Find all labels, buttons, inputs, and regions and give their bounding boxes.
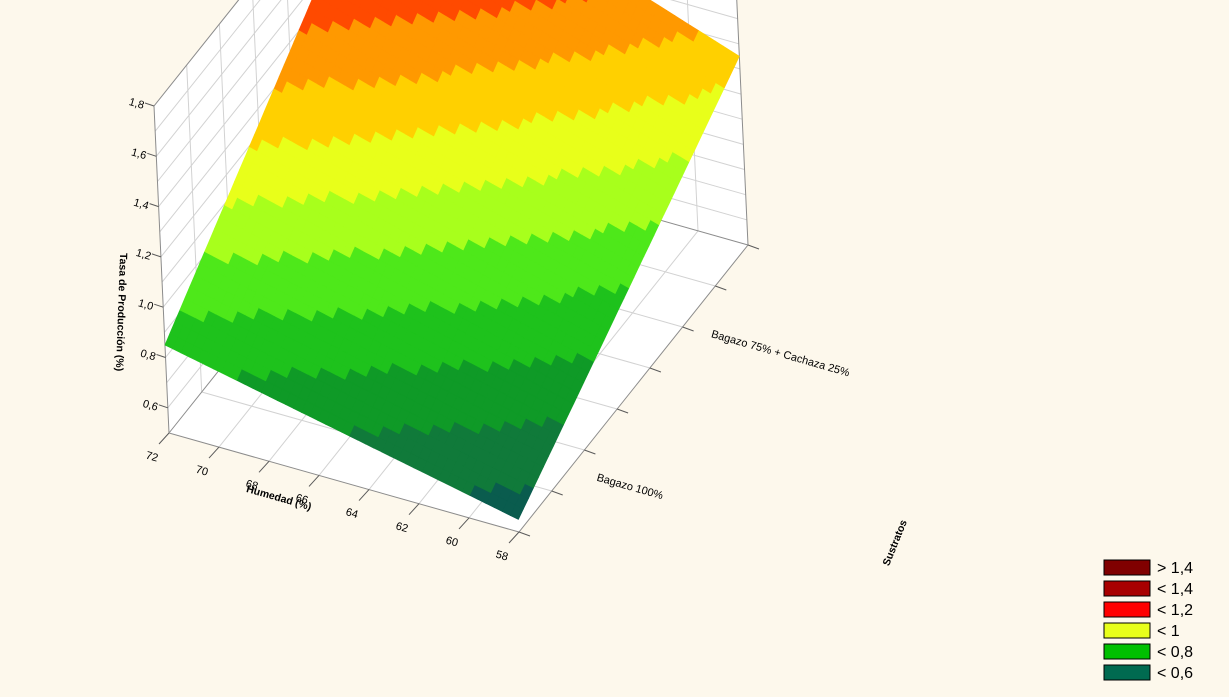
y-axis-title: Sustratos: [881, 518, 910, 568]
tick-label-humedad: 70: [194, 464, 209, 479]
legend-item: < 0,6: [1104, 665, 1193, 682]
tick-label-sustrato: Bagazo 100%: [595, 472, 664, 502]
tick-label-humedad: 62: [394, 520, 409, 535]
legend-swatch: [1104, 560, 1150, 575]
legend-label: > 1,4: [1157, 560, 1193, 577]
tick-humedad: [459, 518, 469, 529]
legend-label: < 0,6: [1157, 665, 1193, 682]
legend-item: < 0,8: [1104, 644, 1193, 661]
tick-tasa: [157, 355, 166, 358]
tick-tasa: [145, 103, 154, 106]
legend: > 1,4 < 1,4 < 1,2 < 1 < 0,8 < 0,6: [1104, 560, 1193, 682]
tick-sustrato: [715, 286, 726, 290]
tick-sustrato: [748, 245, 759, 249]
tick-label-sustrato: Bagazo 75% + Cachaza 25%: [710, 328, 851, 379]
tick-tasa: [147, 153, 156, 156]
tick-humedad: [359, 490, 369, 501]
tick-label-tasa: 0,8: [139, 348, 157, 364]
legend-item: < 1,4: [1104, 581, 1193, 598]
tick-humedad: [259, 461, 269, 472]
legend-label: < 0,8: [1157, 644, 1193, 661]
tick-tasa: [159, 405, 168, 408]
legend-label: < 1,2: [1157, 602, 1193, 619]
tick-label-tasa: 1,6: [130, 146, 148, 162]
tick-label-humedad: 64: [344, 506, 359, 521]
legend-swatch: [1104, 665, 1150, 680]
tick-label-tasa: 0,6: [141, 398, 159, 414]
tick-sustrato: [683, 327, 694, 331]
tick-label-tasa: 1,2: [134, 247, 152, 263]
tick-tasa: [150, 204, 159, 207]
tick-sustrato: [519, 532, 530, 536]
tick-humedad: [159, 433, 169, 444]
legend-swatch: [1104, 602, 1150, 617]
legend-item: < 1,2: [1104, 602, 1193, 619]
legend-label: < 1: [1157, 623, 1180, 640]
tick-tasa: [152, 254, 161, 257]
tick-sustrato: [584, 450, 595, 454]
tick-sustrato: [650, 368, 661, 372]
tick-label-tasa: 1,4: [132, 197, 150, 213]
tick-sustrato: [552, 491, 563, 495]
tick-label-humedad: 60: [444, 535, 459, 550]
tick-label-tasa: 1,0: [137, 297, 155, 313]
tick-tasa: [154, 304, 163, 307]
tick-humedad: [209, 447, 219, 458]
tick-label-humedad: 58: [494, 549, 509, 564]
tick-humedad: [309, 475, 319, 486]
legend-swatch: [1104, 581, 1150, 596]
tick-sustrato: [617, 409, 628, 413]
legend-swatch: [1104, 623, 1150, 638]
legend-item: > 1,4: [1104, 560, 1193, 577]
z-axis-title: Tasa de Producción (%): [113, 253, 129, 372]
legend-swatch: [1104, 644, 1150, 659]
tick-humedad: [509, 532, 519, 543]
legend-label: < 1,4: [1157, 581, 1193, 598]
tick-humedad: [409, 504, 419, 515]
x-axis-title: Humedad (%): [245, 483, 313, 513]
tick-label-tasa: 1,8: [127, 96, 145, 112]
tick-label-humedad: 72: [144, 450, 159, 465]
legend-item: < 1: [1104, 623, 1180, 640]
